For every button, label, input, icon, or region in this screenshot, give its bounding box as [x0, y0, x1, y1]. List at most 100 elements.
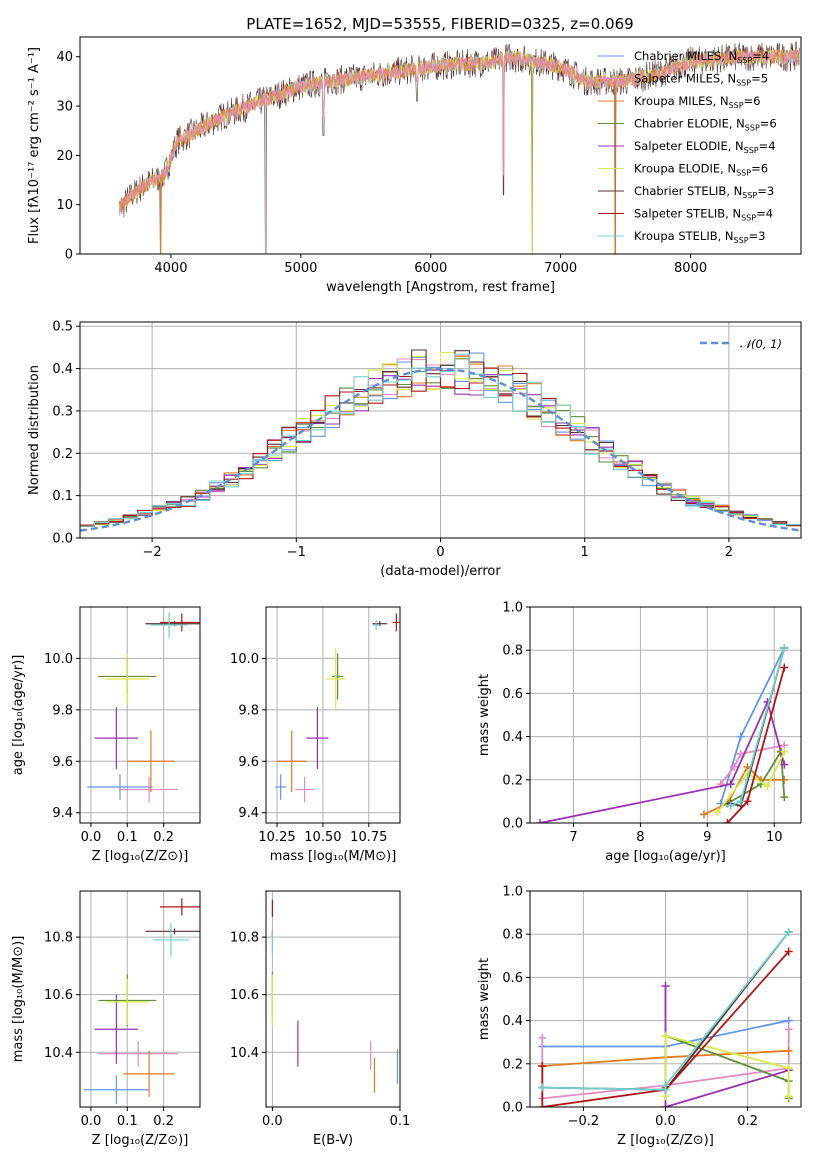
age_vs_mass-ytick-label: 9.8	[238, 703, 259, 718]
age_vs_Z-xtick-label: 0.1	[117, 830, 138, 845]
mass_vs_Z-xtick-label: 0.0	[81, 1114, 102, 1129]
legend-label-chabrier_stelib: Chabrier STELIB, NSSP=3	[634, 184, 774, 200]
legend-label-salpeter_elodie: Salpeter ELODIE, NSSP=4	[634, 139, 776, 155]
legend-eq: =5	[751, 72, 768, 86]
mass_vs_ebv-xlabel: E(B-V)	[313, 1133, 353, 1148]
legend-eq: =3	[749, 229, 766, 243]
age_vs_Z-axes: 0.0 0.1 0.2 9.4 9.6 9.8 10.0 Z [log₁₀(Z/Z⊙)] age…	[11, 607, 200, 864]
weight-line-kroupa_elodie	[716, 751, 786, 813]
residuals-ytick-label: 0.2	[52, 447, 73, 462]
residuals-hists	[80, 349, 801, 532]
legend-sub: SSP	[729, 101, 744, 110]
spectrum-axes: 4000 5000 6000 7000 8000 0 10 20 30 40 wavelength …	[27, 47, 707, 295]
legend-label-kroupa_elodie: Kroupa ELODIE, NSSP=6	[634, 162, 768, 178]
mass_vs_Z-frame	[79, 890, 201, 1108]
spectrum-ytick-label: 20	[56, 149, 73, 164]
weight-line-kroupa_elodie	[664, 1034, 790, 1097]
weight_vs_age-ytick-label: 0.6	[502, 687, 523, 702]
spectrum-xtick-label: 6000	[414, 261, 447, 276]
age_vs_mass-points	[275, 613, 400, 803]
legend-sub: SSP	[741, 214, 756, 223]
weight-marker-salpeter_elodie	[536, 819, 545, 823]
spectrum-ytick-label: 30	[56, 100, 73, 115]
residuals-xlabel: (data-model)/error	[380, 564, 501, 579]
residuals-ytick-label: 0.5	[52, 320, 73, 335]
hist-kroupa_stelib	[80, 353, 801, 527]
legend-label-kroupa_stelib: Kroupa STELIB, NSSP=3	[634, 229, 765, 245]
weight-marker-kroupa_stelib	[538, 1083, 547, 1092]
legend-eq: =6	[751, 162, 768, 176]
weight_vs_age-xtick-label: 8	[636, 830, 644, 845]
age_vs_Z-ytick-label: 9.4	[52, 806, 73, 821]
mass_vs_Z-ytick-label: 10.8	[44, 931, 73, 946]
weight-marker-salpeter_stelib	[743, 797, 752, 806]
weight_vs_Z-ylabel: mass weight	[477, 958, 492, 1040]
age_vs_Z-ytick-label: 9.6	[52, 755, 73, 770]
weight-marker-salpeter_elodie	[726, 780, 735, 789]
legend-sub: SSP	[744, 146, 759, 155]
spectrum-xlabel: wavelength [Angstrom, rest frame]	[326, 280, 555, 295]
age_vs_Z-points	[87, 612, 200, 803]
legend-name: Chabrier MILES, N	[634, 49, 737, 63]
weight-marker-chabrier_miles	[736, 732, 745, 741]
mass_vs_Z-ytick-label: 10.4	[44, 1046, 73, 1061]
weight-marker-kroupa_elodie	[784, 1092, 793, 1101]
legend-label-kroupa_miles: Kroupa MILES, NSSP=6	[634, 94, 760, 110]
residuals-axes: −2 −1 0 1 2 0.0 0.1 0.2 0.3 0.4 0.5 (data-model)/er…	[27, 320, 801, 579]
weight-marker-kroupa_stelib	[736, 797, 745, 806]
weight_vs_Z-xlabel: Z [log₁₀(Z/Z⊙)]	[617, 1133, 714, 1148]
age_vs_Z-xtick-label: 0.0	[81, 830, 102, 845]
legend-name: Kroupa MILES, N	[634, 94, 729, 108]
weight_vs_Z-ytick-label: 0.0	[502, 1101, 523, 1116]
age_vs_mass-xlabel: mass [log₁₀(M/M⊙)]	[270, 849, 397, 864]
mass_vs_Z-ylabel: mass [log₁₀(M/M⊙)]	[11, 936, 26, 1063]
weight_vs_Z-lines	[538, 928, 793, 1107]
age_vs_mass-ytick-label: 9.4	[238, 806, 259, 821]
spectrum-xtick-label: 4000	[154, 261, 187, 276]
weight-marker-chabrier_miles	[784, 1016, 793, 1025]
weight-marker-kroupa_elodie	[784, 1064, 793, 1073]
weight-marker-chabrier_elodie	[780, 793, 789, 802]
legend-eq: =6	[744, 94, 761, 108]
age_vs_mass-frame	[265, 606, 401, 824]
mass_vs_ebv-points	[271, 899, 399, 1093]
residuals-xtick-label: 2	[725, 545, 733, 560]
weight-marker-salpeter_stelib	[723, 819, 732, 823]
spectrum-ylabel: Flux [fλ10⁻¹⁷ erg cm⁻² s⁻¹ A⁻¹]	[27, 47, 42, 244]
weight_vs_Z-frame	[529, 890, 802, 1108]
weight-marker-salpeter_stelib	[784, 947, 793, 956]
legend-eq: =3	[757, 184, 774, 198]
legend-sub: SSP	[736, 169, 751, 178]
weight-marker-salpeter_elodie	[661, 1103, 670, 1107]
weight_vs_age-xtick-label: 10	[766, 830, 783, 845]
legend-sub: SSP	[742, 191, 757, 200]
weight_vs_Z-xtick-label: −0.2	[568, 1114, 600, 1129]
age_vs_mass-xtick-label: 10.75	[350, 830, 387, 845]
weight-line-salpeter_elodie	[664, 986, 789, 1107]
weight_vs_age-ylabel: mass weight	[477, 674, 492, 756]
age_vs_Z-xlabel: Z [log₁₀(Z/Z⊙)]	[92, 849, 189, 864]
age_vs_mass-xtick-label: 10.25	[258, 830, 295, 845]
weight-line-salpeter_elodie	[539, 699, 786, 823]
mass_vs_Z-xtick-label: 0.1	[117, 1114, 138, 1129]
age_vs_Z-frame	[79, 606, 201, 824]
age_vs_Z-ytick-label: 9.8	[52, 703, 73, 718]
residuals-xtick-label: 0	[436, 545, 444, 560]
legend-name: Kroupa STELIB, N	[634, 229, 734, 243]
weight_vs_Z-ytick-label: 0.4	[502, 1014, 523, 1029]
weight_vs_Z-xtick-label: 0.2	[737, 1114, 758, 1129]
mass_vs_ebv-axes: 0.0 0.1 10.4 10.6 10.8 E(B-V)	[230, 891, 410, 1148]
weight_vs_Z-ytick-label: 0.6	[502, 971, 523, 986]
legend-eq: =4	[759, 139, 776, 153]
residuals-xtick-label: −2	[143, 545, 162, 560]
residuals-xtick-label: −1	[287, 545, 306, 560]
legend-name: Chabrier ELODIE, N	[634, 117, 745, 131]
mass_vs_Z-points	[83, 898, 200, 1105]
weight-marker-kroupa_stelib	[726, 801, 735, 810]
legend-label-chabrier_elodie: Chabrier ELODIE, NSSP=6	[634, 117, 777, 133]
mass_vs_ebv-ytick-label: 10.8	[230, 931, 259, 946]
weight-marker-salpeter_stelib	[780, 663, 789, 672]
weight_vs_age-xlabel: age [log₁₀(age/yr)]	[605, 849, 726, 864]
residuals-frame	[79, 321, 802, 539]
age_vs_mass-ytick-label: 10.0	[230, 652, 259, 667]
